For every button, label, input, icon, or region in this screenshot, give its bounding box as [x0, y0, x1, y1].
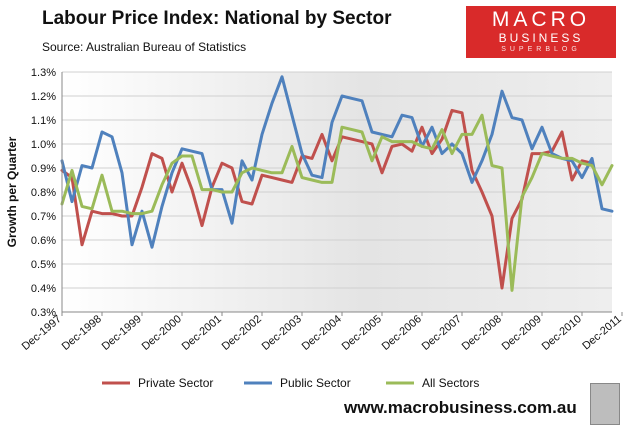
y-axis-label: Growth per Quarter	[5, 136, 19, 247]
legend: Private Sector Public Sector All Sectors	[102, 376, 479, 390]
x-tick-label: Dec-1997	[20, 313, 64, 353]
y-tick-label: 0.4%	[31, 283, 56, 295]
x-tick-label: Dec-2002	[220, 313, 264, 353]
x-tick-label: Dec-2001	[180, 313, 224, 353]
x-tick-label: Dec-2003	[260, 313, 304, 353]
series-line-public-sector	[60, 75, 614, 249]
legend-label: All Sectors	[422, 376, 479, 390]
y-tick-label: 0.5%	[31, 259, 56, 271]
macrobusiness-logo: MACRO BUSINESS SUPERBLOG	[466, 6, 616, 58]
x-tick-label: Dec-2009	[500, 313, 544, 353]
x-tick-label: Dec-2008	[460, 313, 504, 353]
y-tick-label: 0.8%	[31, 187, 56, 199]
y-tick-label: 1.0%	[31, 139, 56, 151]
y-tick-label: 0.7%	[31, 211, 56, 223]
x-tick-label: Dec-2010	[540, 313, 584, 353]
x-tick-label: Dec-2011	[580, 313, 624, 352]
x-tick-label: Dec-2006	[380, 313, 424, 353]
legend-label: Public Sector	[280, 376, 351, 390]
y-tick-label: 1.2%	[31, 91, 56, 103]
x-tick-label: Dec-2004	[300, 313, 344, 353]
x-tick-label: Dec-2000	[140, 313, 184, 353]
x-axis-ticks: Dec-1997Dec-1998Dec-1999Dec-2000Dec-2001…	[20, 312, 624, 353]
chart-title: Labour Price Index: National by Sector	[42, 8, 392, 29]
y-axis-ticks: 0.3% 0.4% 0.5% 0.6% 0.7% 0.8% 0.9% 1.0% 1.1% 1.2%…	[31, 67, 56, 319]
logo-line-1: MACRO	[491, 8, 591, 31]
series-lines	[60, 75, 614, 292]
x-tick-label: Dec-2005	[340, 313, 384, 353]
x-tick-label: Dec-2007	[420, 313, 464, 353]
website-url: www.macrobusiness.com.au	[344, 398, 577, 417]
wolf-icon	[590, 383, 620, 425]
logo-line-2: BUSINESS	[498, 31, 584, 45]
y-tick-label: 0.9%	[31, 163, 56, 175]
legend-label: Private Sector	[138, 376, 213, 390]
y-tick-label: 1.3%	[31, 67, 56, 79]
y-tick-label: 0.3%	[31, 307, 56, 319]
logo-line-3: SUPERBLOG	[501, 46, 581, 53]
x-tick-label: Dec-1999	[100, 313, 144, 353]
y-tick-label: 1.1%	[31, 115, 56, 127]
chart-source: Source: Australian Bureau of Statistics	[42, 40, 247, 54]
y-tick-label: 0.6%	[31, 235, 56, 247]
x-tick-label: Dec-1998	[60, 313, 104, 353]
series-line-all-sectors	[60, 113, 614, 292]
